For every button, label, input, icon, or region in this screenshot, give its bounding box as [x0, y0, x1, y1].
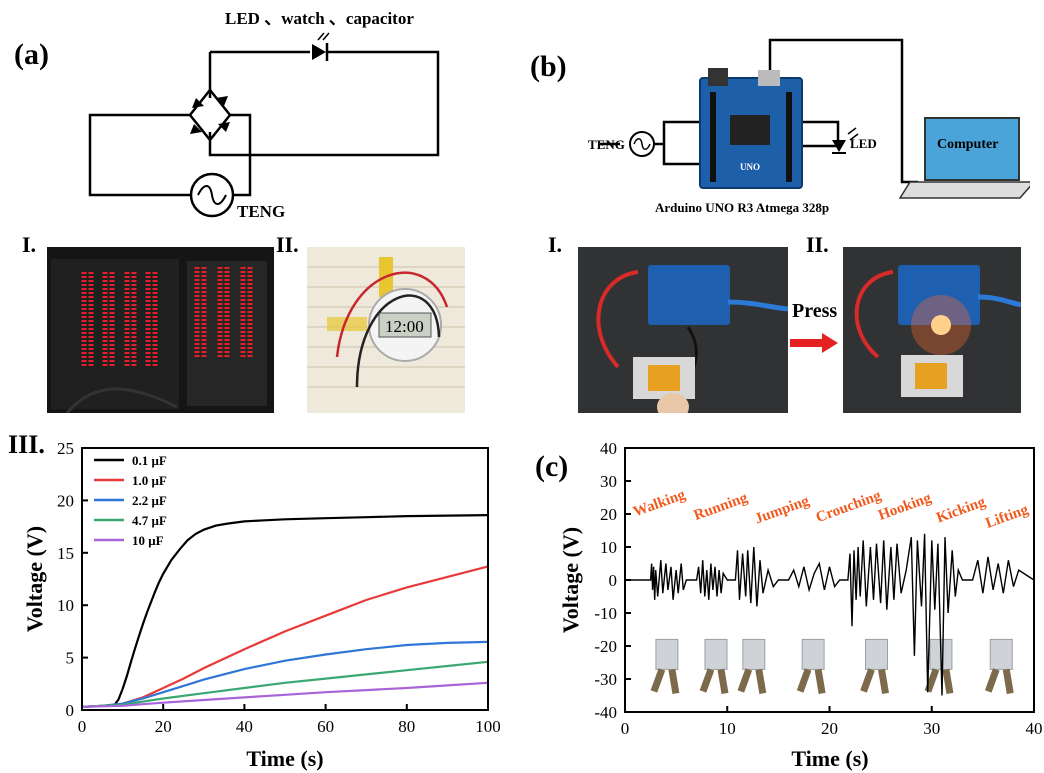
y-tick-label: -20	[594, 637, 617, 656]
chart-legend: 0.1 μF 1.0 μF 2.2 μF 4.7 μF 10 μF	[94, 453, 167, 548]
led-symbol-b	[832, 127, 859, 154]
y-tick-label: -30	[594, 670, 617, 689]
motion-figure	[699, 638, 729, 694]
y-axis-label: Voltage (V)	[22, 526, 47, 632]
rectifier-diodes	[190, 96, 230, 134]
y-tick-label: 0	[609, 571, 618, 590]
x-tick-label: 20	[821, 719, 838, 738]
arduino-photo-after	[843, 247, 1021, 413]
motion-photos	[650, 638, 1014, 694]
motion-voltage-chart: 0 10 20 30 40 -40 -30 -20 -10 0 10 20 30 40 Walking Ru…	[558, 439, 1043, 771]
motion-figure	[796, 638, 826, 694]
x-tick-label: 60	[317, 717, 334, 736]
motion-annotation: Crouching	[814, 488, 884, 526]
led-array-image	[47, 247, 274, 413]
series-line-0	[81, 514, 489, 708]
motion-annotation: Jumping	[753, 493, 812, 528]
x-tick-label: 40	[236, 717, 253, 736]
panel-c-label: (c)	[535, 450, 569, 483]
panel-a-label: (a)	[14, 38, 49, 71]
legend-label: 1.0 μF	[132, 473, 167, 488]
photo-watch-breadboard: 12:00	[307, 247, 465, 413]
photo-arduino-after	[843, 247, 1021, 413]
capacitor-charging-chart: 0 20 40 60 80 100 0 5 10 15 20 25 0.1 μF 1.0 μF 2.2 μ…	[22, 439, 500, 771]
voltage-trace	[625, 533, 1035, 696]
press-arrow-icon	[790, 333, 838, 353]
teng-label-b: TENG	[588, 137, 625, 152]
motion-annotation: Running	[692, 490, 750, 524]
circuit-title: LED 、watch 、capacitor	[225, 9, 414, 28]
x-axis-label-c: Time (s)	[791, 746, 868, 771]
y-tick-label: 10	[600, 538, 617, 557]
x-tick-label: 30	[923, 719, 940, 738]
legend-label: 10 μF	[132, 533, 164, 548]
ac-source-icon	[189, 172, 235, 218]
x-tick-label: 10	[719, 719, 736, 738]
y-tick-label: 5	[66, 649, 75, 668]
watch-display-text: 12:00	[385, 317, 424, 336]
photo-b1-label: I.	[548, 232, 563, 257]
y-tick-label: 25	[57, 439, 74, 458]
x-tick-label: 0	[78, 717, 87, 736]
laptop-icon	[898, 117, 1030, 199]
legend-label: 0.1 μF	[132, 453, 167, 468]
arduino-photo-before	[578, 247, 788, 413]
panel-a3-label: III.	[8, 430, 45, 459]
motion-annotation: Walking	[631, 487, 688, 521]
panel-b-label: (b)	[530, 50, 567, 83]
arduino-setup-diagram: TENG UNO LED Computer Arduino UNO R3 Atm…	[588, 38, 1030, 215]
motion-annotation: Kicking	[934, 494, 988, 527]
teng-source-icon	[629, 131, 655, 157]
x-tick-label: 20	[155, 717, 172, 736]
series-line-3	[81, 660, 489, 708]
motion-figure	[650, 638, 680, 694]
x-tick-label: 80	[398, 717, 415, 736]
y-tick-label: 20	[600, 505, 617, 524]
y-tick-label: 40	[600, 439, 617, 458]
motion-figure	[737, 638, 767, 694]
motion-figure	[860, 638, 889, 694]
motion-annotation: Hooking	[876, 490, 934, 524]
y-tick-label: 10	[57, 596, 74, 615]
legend-label: 2.2 μF	[132, 493, 167, 508]
breadboard-image: 12:00	[307, 247, 465, 413]
computer-label: Computer	[937, 137, 998, 152]
x-axis-label: Time (s)	[246, 746, 323, 771]
plot-frame	[81, 447, 489, 711]
photo-a2-label: II.	[276, 232, 299, 257]
motion-figure	[924, 638, 954, 694]
teng-label-a: TENG	[237, 202, 285, 221]
photo-led-array	[47, 247, 274, 413]
y-axis-label-c: Voltage (V)	[558, 527, 583, 633]
series-line-2	[81, 640, 489, 708]
photo-b2-label: II.	[806, 232, 829, 257]
board-label: Arduino UNO R3 Atmega 328p	[655, 200, 829, 215]
led-diode-symbol	[312, 32, 330, 61]
y-tick-label: 20	[57, 491, 74, 510]
led-label-b: LED	[850, 136, 877, 151]
y-tick-label: -10	[594, 604, 617, 623]
x-tick-label: 100	[475, 717, 500, 736]
bridge-rectifier-circuit: LED 、watch 、capacitor TENG	[88, 9, 440, 221]
plot-frame-c	[624, 447, 1035, 713]
motion-annotation: Lifting	[984, 502, 1031, 532]
y-tick-label: -40	[594, 703, 617, 722]
y-tick-label: 30	[600, 472, 617, 491]
arduino-board-image: UNO	[699, 68, 803, 189]
x-tick-label: 40	[1026, 719, 1043, 738]
legend-label: 4.7 μF	[132, 513, 167, 528]
svg-text:UNO: UNO	[740, 162, 760, 172]
x-tick-label: 0	[621, 719, 630, 738]
press-label: Press	[792, 300, 838, 322]
photo-a1-label: I.	[22, 232, 37, 257]
y-tick-label: 15	[57, 544, 74, 563]
photo-arduino-before	[578, 247, 788, 413]
motion-figure	[984, 638, 1014, 694]
y-tick-label: 0	[66, 701, 75, 720]
series-line-4	[81, 681, 489, 708]
